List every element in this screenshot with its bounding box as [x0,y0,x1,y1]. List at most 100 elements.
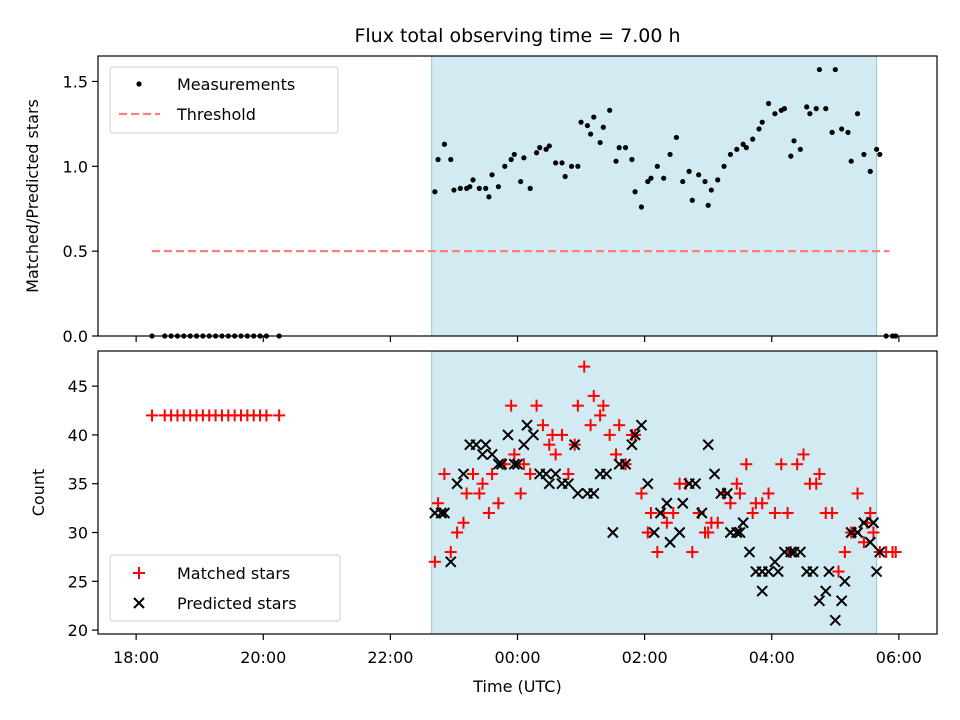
bottom-ytick-label: 45 [68,377,88,396]
matched-point [562,467,575,480]
xtick-label: 06:00 [876,648,922,667]
matched-point [762,487,775,500]
predicted-point [661,497,673,509]
matched-point [832,565,845,578]
predicted-point [626,438,638,451]
measurement-point [727,151,734,158]
matched-point [775,458,788,471]
predicted-point [511,458,524,470]
matched-point [273,409,286,422]
measurement-point [721,163,727,169]
predicted-point [813,595,826,607]
measurement-point [839,126,845,132]
measurement-point [874,146,880,152]
matched-point [492,497,505,510]
predicted-point [495,458,508,470]
measurement-point [527,185,533,191]
measurement-point [543,146,549,152]
predicted-point [743,546,756,558]
measurement-point [533,150,540,156]
predicted-point [807,565,819,578]
bottom-axes-frame [97,350,938,635]
matched-point [724,497,737,510]
matched-point [428,555,441,568]
measurement-point [867,168,873,174]
predicted-point [457,468,470,480]
top-ytick-label: 1.5 [63,72,88,91]
measurement-point [575,163,581,169]
measurement-point [797,146,803,152]
matched-point [584,419,597,432]
matched-point [457,516,470,529]
predicted-point [540,468,552,480]
measurement-point [680,178,686,185]
xtick-label: 22:00 [367,648,413,667]
matched-point [851,487,864,500]
measurement-point [750,136,756,142]
predicted-point [721,487,733,500]
matched-point [587,389,600,402]
xtick-label: 18:00 [113,648,159,667]
legend-x-icon [133,597,145,609]
measurement-point [451,187,457,193]
x-axis-label: Time (UTC) [472,677,561,696]
measurement-point [511,151,517,158]
measurement-point [667,151,673,158]
bottom-y-ticks: 20 25 30 35 40 45 [68,377,98,640]
measurement-point [562,173,568,180]
predicted-point [664,536,676,548]
predicted-point [851,526,864,539]
xtick-label: 02:00 [622,648,668,667]
predicted-point [772,565,784,578]
measurement-point [638,204,645,210]
top-x-ticks [135,336,900,342]
bottom-panel: 20 25 30 35 40 45 18:00 20:00 22:00 00:00 02:00 04… [29,350,938,696]
matched-point [746,506,759,519]
measurement-points [149,66,899,339]
measurement-point [661,175,667,181]
predicted-point [518,438,530,451]
measurement-point [489,172,495,178]
predicted-point [654,507,667,519]
legend-measurements: Measurements [177,75,295,94]
measurement-point [584,122,591,129]
legend-matched: Matched stars [177,564,290,583]
top-axes-frame [97,55,938,337]
measurement-point [645,178,651,185]
bottom-legend: Matched stars Predicted stars [109,554,341,622]
matched-point [594,409,607,422]
predicted-point [829,614,842,627]
measurement-point [759,119,765,125]
top-ytick-label: 0.0 [63,327,88,346]
measurement-point [823,106,829,112]
measurement-point [432,189,438,195]
predicted-point [702,438,714,451]
predicted-point [435,507,447,519]
measurement-point [832,66,838,73]
measurement-point [804,104,810,110]
predicted-point [731,526,743,539]
matched-point [730,477,743,490]
predicted-point [839,575,851,588]
bottom-ytick-label: 40 [68,426,88,445]
measurement-point [435,156,441,163]
measurement-point [448,156,454,163]
matched-point [524,467,537,480]
predicted-point [568,438,581,451]
bottom-legend-box [109,554,341,622]
matched-point [613,419,626,432]
matched-point [432,497,445,510]
matched-point [543,438,556,451]
top-legend: Measurements Threshold [109,66,339,134]
matched-point [838,546,851,559]
xtick-label: 20:00 [240,648,286,667]
matched-points [146,360,902,578]
measurement-point [648,175,654,181]
measurement-point [597,139,603,146]
measurement-point [486,194,492,200]
measurement-point [877,151,883,158]
predicted-point [470,438,482,451]
matched-point [864,506,877,519]
predicted-point [689,478,702,490]
matched-point [146,409,159,422]
